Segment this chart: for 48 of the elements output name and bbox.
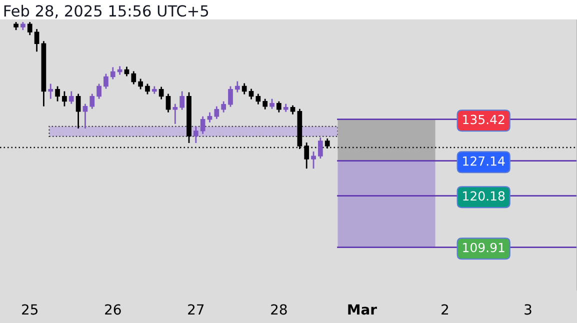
candlestick: [200, 116, 206, 135]
text: Feb 28, 2025 15:56 UTC+5: [4, 4, 208, 18]
candlestick: [270, 98, 274, 110]
candlestick: [62, 90, 67, 108]
candlestick: [90, 93, 95, 110]
candlestick: [82, 103, 88, 130]
x-tick-label: 27: [188, 304, 204, 314]
candlestick: [158, 86, 164, 100]
candlestick: [124, 66, 130, 77]
candlestick: [172, 103, 178, 125]
candlestick: [248, 88, 254, 100]
candlestick: [138, 78, 143, 90]
candlestick: [311, 150, 316, 170]
x-tick-label: 28: [271, 304, 287, 315]
candlestick: [145, 83, 150, 96]
candlestick: [256, 93, 261, 106]
candlestick: [193, 126, 198, 144]
candlestick: [214, 106, 220, 120]
candlestick: [96, 83, 102, 100]
candlestick: [48, 83, 54, 100]
x-tick-label: 3: [524, 304, 532, 315]
candlestick: [27, 21, 32, 36]
x-tick-label: 25: [22, 304, 38, 315]
x-tick-label: Mar: [348, 304, 377, 315]
candlestick: [180, 90, 184, 111]
candlestick: [104, 73, 108, 90]
candlestick: [290, 104, 296, 116]
y-tick-label: 109.91: [463, 242, 504, 252]
candlestick: [234, 80, 240, 93]
y-tick-label: 127.14: [463, 156, 505, 166]
candlestick: [76, 93, 81, 130]
x-tick-label: 2: [442, 304, 448, 314]
y-tick-label: 135.42: [463, 114, 504, 124]
candlestick: [55, 86, 60, 102]
y-tick-label: 120.18: [463, 191, 505, 201]
candlestick: [221, 100, 226, 114]
candlestick: [207, 112, 212, 124]
candlestick: [166, 93, 171, 114]
candlestick: [131, 70, 136, 85]
candlestick: [276, 100, 282, 114]
x-tick-label: 26: [105, 304, 121, 315]
candlestick: [262, 98, 268, 110]
candlestick: [242, 82, 247, 96]
candlestick: [110, 66, 116, 80]
candlestick: [34, 28, 40, 52]
candlestick: [318, 136, 323, 160]
candlestick: [228, 86, 233, 108]
candlestick: [68, 90, 74, 105]
